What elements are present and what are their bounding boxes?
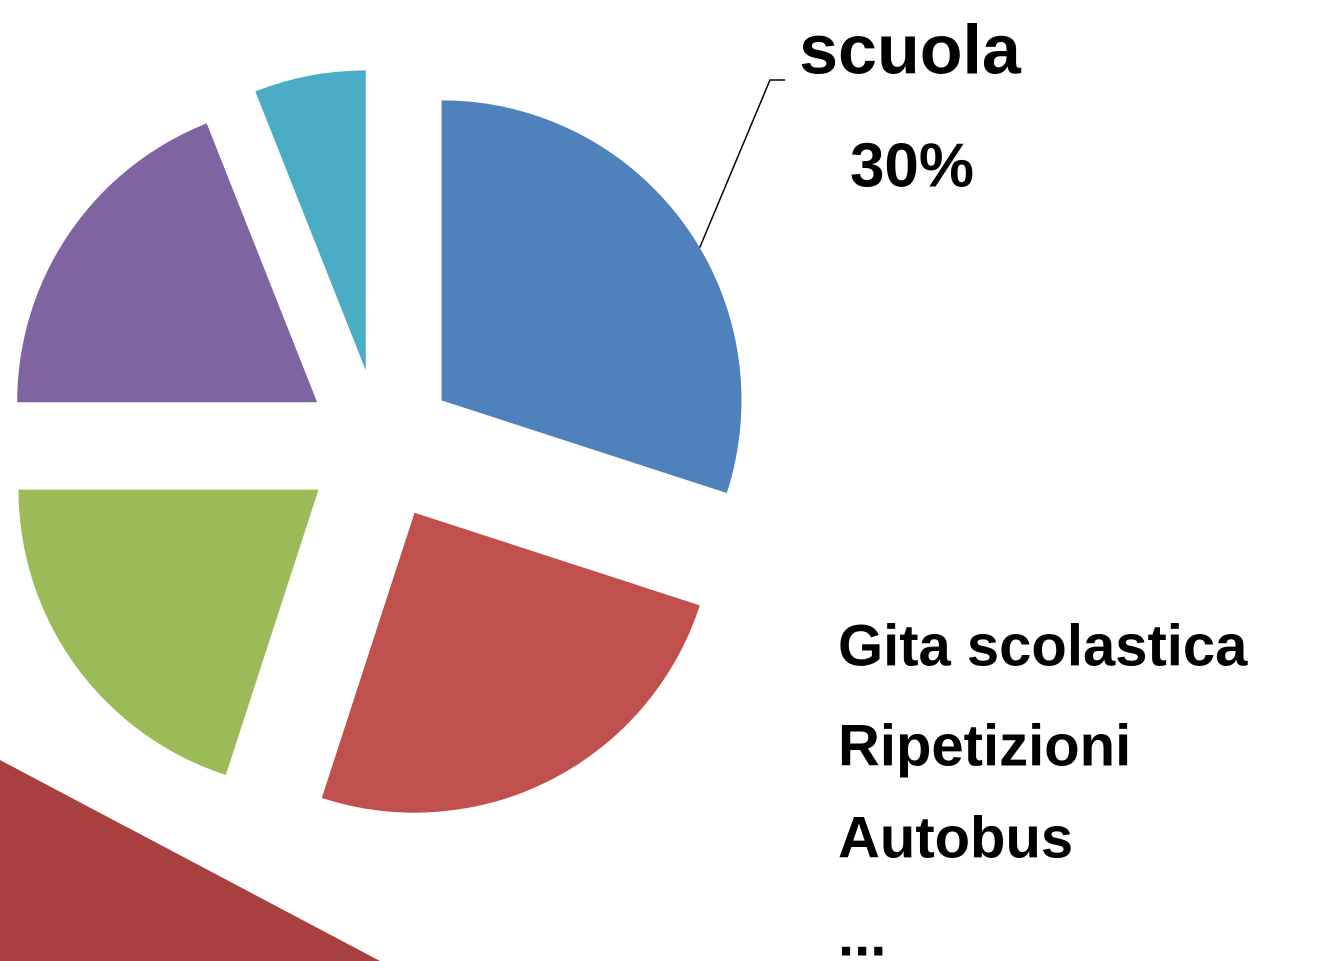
slice-label: scuola: [799, 10, 1022, 88]
decorative-shape: [0, 760, 380, 961]
slice-value-label: 30%: [850, 131, 974, 200]
pie-slice: [441, 100, 742, 494]
pie-slice: [255, 70, 366, 371]
pie-slice: [18, 489, 319, 775]
annotation: Gita scolastica: [838, 613, 1248, 678]
annotation: ...: [838, 903, 886, 961]
pie-slice: [321, 512, 700, 813]
pie-slice: [17, 123, 318, 403]
annotation: Autobus: [838, 805, 1073, 870]
leader-line: [699, 79, 785, 248]
annotation: Ripetizioni: [838, 713, 1131, 778]
